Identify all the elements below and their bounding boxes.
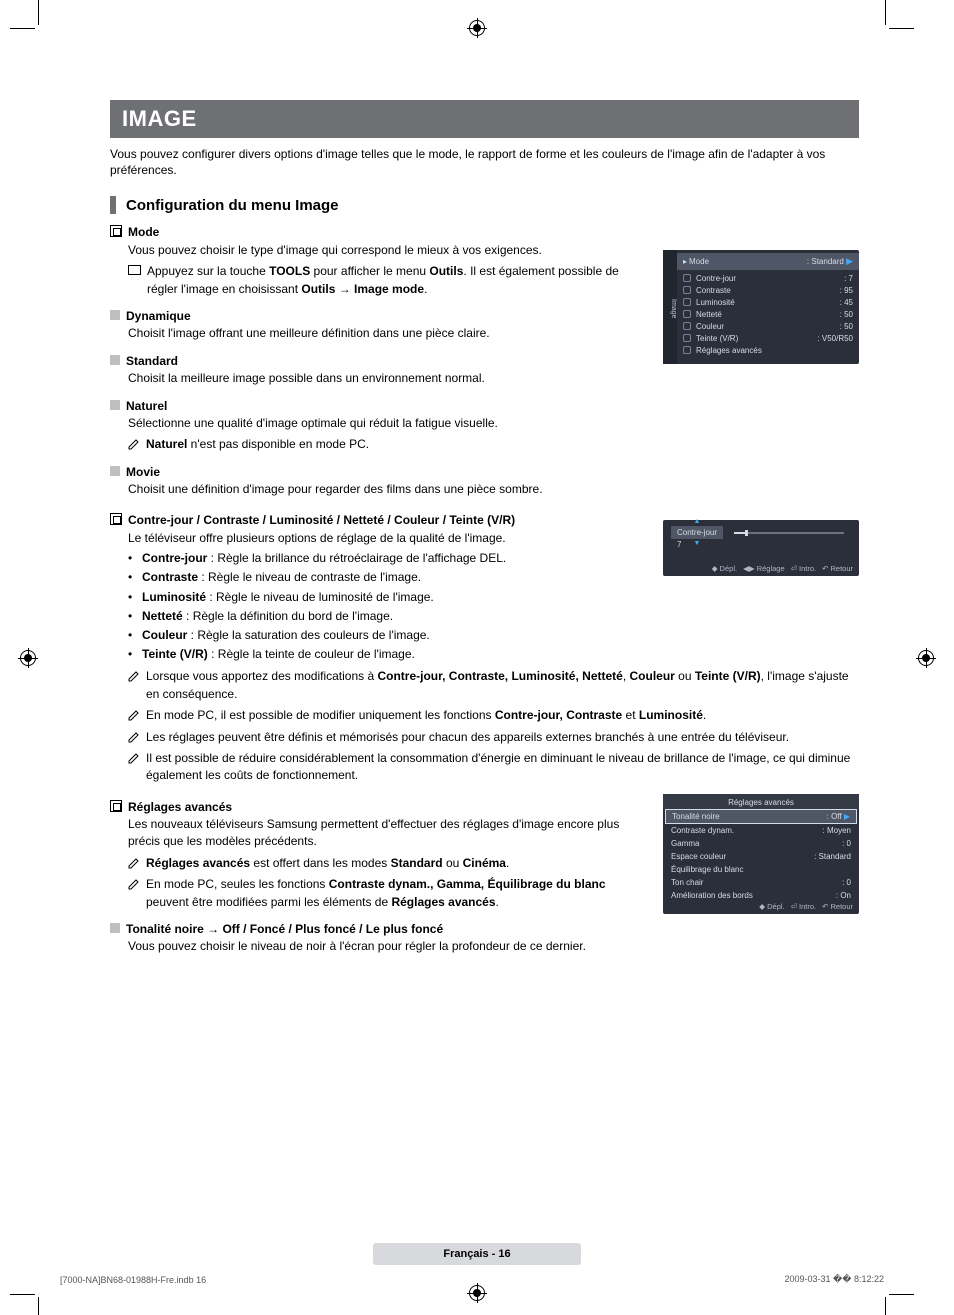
- osd-row: Couleur: 50: [683, 320, 853, 332]
- section-heading-text: Configuration du menu Image: [126, 197, 339, 214]
- square-bullet-icon: [110, 513, 122, 525]
- avances-note-1: Réglages avancés est offert dans les mod…: [146, 855, 509, 872]
- naturel-desc: Sélectionne une qualité d'image optimale…: [128, 415, 648, 432]
- osd-row: Tonalité noire: Off ▶: [665, 809, 857, 824]
- registration-mark-icon: [918, 650, 934, 666]
- contre-note-3: Les réglages peuvent être définis et mém…: [146, 729, 789, 746]
- osd-row: Gamma: 0: [669, 837, 853, 850]
- page: IMAGE Vous pouvez configurer divers opti…: [0, 0, 954, 1315]
- gray-bullet-icon: [110, 310, 120, 320]
- osd-image-menu: Image ▸ Mode : Standard ▶ Contre-jour: 7…: [663, 250, 859, 364]
- contre-heading: Contre-jour / Contraste / Luminosité / N…: [128, 512, 515, 529]
- movie-desc: Choisit une définition d'image pour rega…: [128, 481, 648, 498]
- standard-desc: Choisit la meilleure image possible dans…: [128, 370, 648, 387]
- osd-slider-track: [734, 530, 844, 536]
- list-item: Couleur : Règle la saturation des couleu…: [128, 626, 859, 645]
- osd-row: Réglages avancés: [683, 344, 853, 356]
- osd3-title: Réglages avancés: [663, 794, 859, 809]
- note-icon: [128, 752, 140, 764]
- dynamique-heading: Dynamique: [126, 308, 191, 325]
- naturel-heading: Naturel: [126, 398, 167, 415]
- list-item: Teinte (V/R) : Règle la teinte de couleu…: [128, 645, 859, 664]
- square-bullet-icon: [110, 800, 122, 812]
- naturel-note: Naturel n'est pas disponible en mode PC.: [146, 436, 369, 453]
- note-icon: [128, 709, 140, 721]
- osd-advanced-menu: Réglages avancés Tonalité noire: Off ▶Co…: [663, 794, 859, 914]
- meta-left: [7000-NA]BN68-01988H-Fre.indb 16: [60, 1275, 206, 1285]
- osd-row: Contraste: 95: [683, 284, 853, 296]
- note-icon: [128, 857, 140, 869]
- osd-footer: ◆ Dépl.◀▶ Réglage⏎ Intro.↶ Retour: [669, 564, 853, 573]
- tonalite-heading: Tonalité noire → Off / Foncé / Plus fonc…: [126, 921, 443, 938]
- tools-note: Appuyez sur la touche TOOLS pour affiche…: [147, 263, 648, 298]
- avances-note-2: En mode PC, seules les fonctions Contras…: [146, 876, 648, 911]
- avances-desc: Les nouveaux téléviseurs Samsung permett…: [128, 816, 648, 851]
- crop-mark: [10, 1294, 35, 1295]
- osd-row-mode: ▸ Mode : Standard ▶: [677, 253, 859, 270]
- contre-note-2: En mode PC, il est possible de modifier …: [146, 707, 706, 724]
- list-item: Netteté : Règle la définition du bord de…: [128, 607, 859, 626]
- registration-mark-icon: [469, 1285, 485, 1301]
- avances-heading: Réglages avancés: [128, 799, 232, 816]
- osd-row: Contre-jour: 7: [683, 272, 853, 284]
- osd-row: Espace couleur: Standard: [669, 850, 853, 863]
- crop-mark: [38, 0, 39, 25]
- crop-mark: [885, 1297, 886, 1315]
- registration-mark-icon: [20, 650, 36, 666]
- osd-row: Teinte (V/R): V50/R50: [683, 332, 853, 344]
- gray-bullet-icon: [110, 400, 120, 410]
- list-item: Luminosité : Règle le niveau de luminosi…: [128, 588, 859, 607]
- tools-icon: [128, 265, 141, 275]
- mode-heading: Mode: [128, 224, 159, 241]
- osd-row: Amélioration des bords: On: [669, 889, 853, 902]
- mode-desc: Vous pouvez choisir le type d'image qui …: [128, 242, 648, 259]
- page-title: IMAGE: [110, 100, 859, 138]
- content-area: IMAGE Vous pouvez configurer divers opti…: [110, 100, 859, 1215]
- tonalite-desc: Vous pouvez choisir le niveau de noir à …: [128, 938, 859, 955]
- movie-heading: Movie: [126, 464, 160, 481]
- osd-slider: Contre-jour 7 ◆ Dépl.◀▶ Réglage⏎ Intro.↶…: [663, 520, 859, 576]
- note-icon: [128, 731, 140, 743]
- page-footer: Français - 16: [0, 1243, 954, 1265]
- osd-row: Luminosité: 45: [683, 296, 853, 308]
- osd-row: Ton chair: 0: [669, 876, 853, 889]
- note-icon: [128, 438, 140, 450]
- crop-mark: [889, 28, 914, 29]
- square-bullet-icon: [110, 225, 122, 237]
- osd-slider-label: Contre-jour: [671, 526, 723, 539]
- crop-mark: [885, 0, 886, 25]
- heading-bar-icon: [110, 196, 116, 214]
- page-number: Français - 16: [373, 1243, 580, 1265]
- intro-text: Vous pouvez configurer divers options d'…: [110, 146, 859, 178]
- registration-mark-icon: [469, 20, 485, 36]
- osd-row: Netteté: 50: [683, 308, 853, 320]
- note-icon: [128, 670, 140, 682]
- gray-bullet-icon: [110, 466, 120, 476]
- contre-note-1: Lorsque vous apportez des modifications …: [146, 668, 859, 703]
- osd-footer: ◆ Dépl.⏎ Intro.↶ Retour: [669, 902, 853, 911]
- contre-note-4: Il est possible de réduire considérablem…: [146, 750, 859, 785]
- osd-row: Contraste dynam.: Moyen: [669, 824, 853, 837]
- gray-bullet-icon: [110, 355, 120, 365]
- note-icon: [128, 878, 140, 890]
- crop-mark: [889, 1294, 914, 1295]
- meta-right: 2009-03-31 �� 8:12:22: [784, 1274, 884, 1285]
- gray-bullet-icon: [110, 923, 120, 933]
- osd-row: Équilibrage du blanc: [669, 863, 853, 876]
- dynamique-desc: Choisit l'image offrant une meilleure dé…: [128, 325, 648, 342]
- crop-mark: [38, 1297, 39, 1315]
- osd-side-label: Image: [663, 250, 677, 364]
- section-heading: Configuration du menu Image: [110, 196, 859, 214]
- contre-desc: Le téléviseur offre plusieurs options de…: [128, 530, 648, 547]
- standard-heading: Standard: [126, 353, 178, 370]
- osd-slider-value: 7: [677, 540, 681, 549]
- crop-mark: [10, 28, 35, 29]
